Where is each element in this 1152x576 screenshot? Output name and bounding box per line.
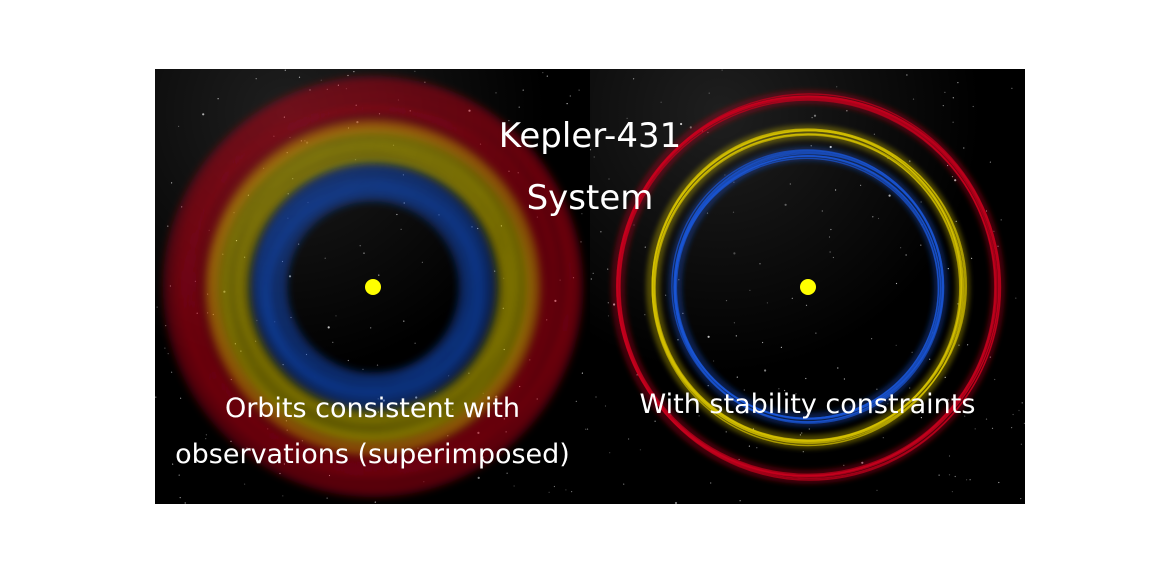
orbit-outer-line [616,95,1000,478]
host-star [800,279,816,295]
figure: Kepler-431 System Orbits consistent with… [155,69,1025,504]
panel-stability [590,69,1025,504]
orbit-inner-family [250,159,498,413]
orbit-outer-line [619,99,997,476]
orbit-outer-sample [198,110,544,466]
orbit-middle-sample [220,130,531,442]
figure-title: Kepler-431 System [155,105,1025,229]
caption-stability-line-1: With stability constraints [639,389,976,420]
title-line-2: System [526,178,654,218]
orbit-outer-sample [175,93,578,476]
orbit-middle-sample [236,160,508,419]
orbit-inner-sample [259,176,485,396]
orbit-outer [611,90,1005,484]
orbit-middle-line [653,133,961,443]
caption-stability: With stability constraints [590,386,1025,424]
orbit-inner-line [673,151,944,423]
orbit-inner-sample [262,170,498,413]
orbit-inner-sample [256,182,481,393]
caption-observations-line-1: Orbits consistent with [224,393,521,424]
orbit-outer-sample [178,84,577,494]
orbit-middle-line [651,128,966,445]
orbit-outer-sample [185,96,558,481]
orbits-stability-plot [590,69,1025,504]
orbit-middle-sample [228,144,524,437]
orbit-inner-sample [272,199,461,379]
caption-observations: Orbits consistent with observations (sup… [155,386,590,478]
orbit-middle-family [205,119,541,456]
orbit-inner-sample [264,186,479,400]
host-star [365,279,381,295]
orbit-inner [668,147,948,427]
orbit-inner-sample [283,196,474,381]
orbit-outer-line [618,93,1001,481]
caption-observations-line-2: observations (superimposed) [175,439,570,470]
title-line-1: Kepler-431 [498,116,682,156]
orbit-middle-sample [213,127,532,452]
orbit-outer-sample [173,83,573,490]
orbit-inner-line [674,154,941,420]
orbit-outer-family [163,75,583,497]
orbit-middle-sample [230,146,503,422]
panel-observations [155,69,590,504]
orbit-outer-sample [166,92,569,473]
orbits-observations-plot [155,69,590,504]
orbit-middle [646,125,970,449]
orbit-outer-sample [171,79,574,496]
orbit-middle-sample [237,143,511,424]
